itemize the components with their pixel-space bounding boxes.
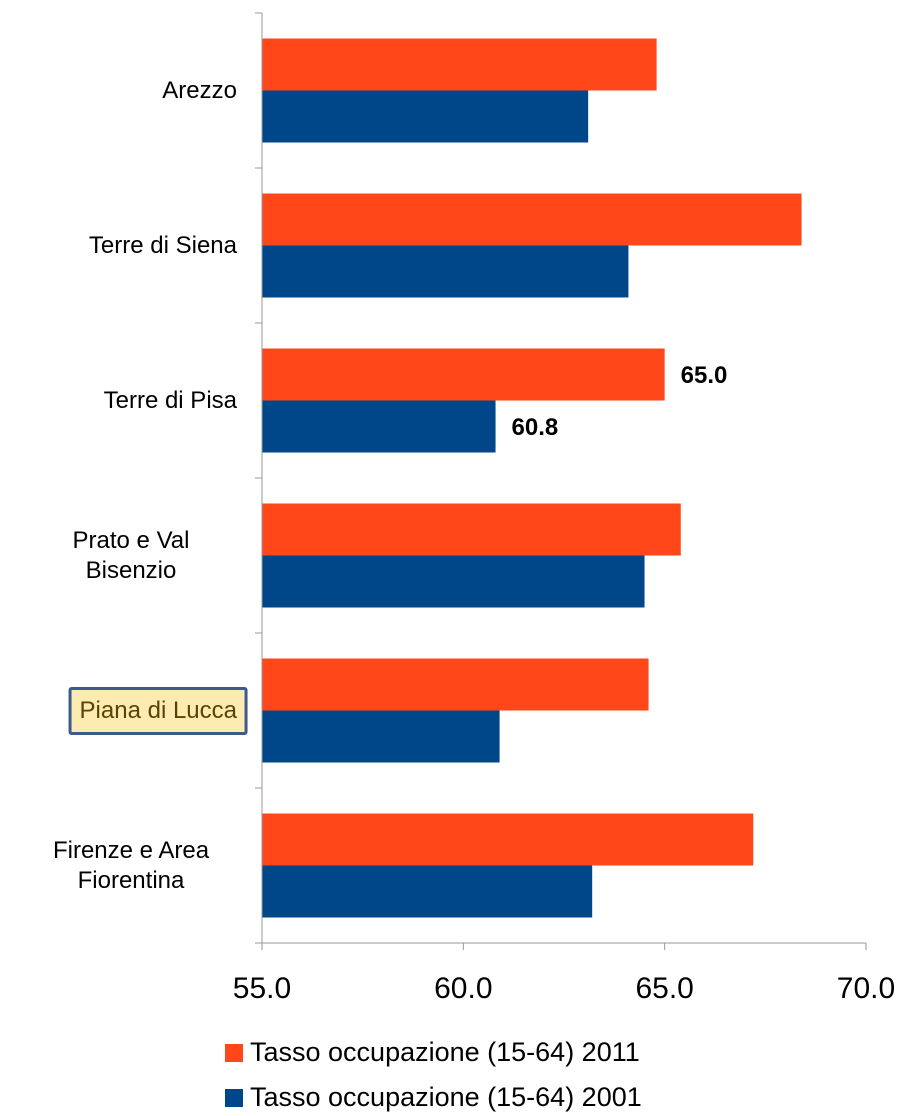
bar — [262, 193, 802, 246]
bar — [262, 348, 665, 401]
x-tick-label: 55.0 — [233, 972, 291, 1005]
data-label: 60.8 — [512, 414, 559, 441]
bar — [262, 555, 645, 608]
bar — [262, 245, 629, 298]
bar — [262, 865, 593, 918]
bar — [262, 503, 681, 556]
bar — [262, 90, 589, 143]
category-label: Firenze e Area Fiorentina — [52, 836, 210, 894]
bar — [262, 38, 657, 91]
category-label: Prato e Val Bisenzio — [72, 526, 190, 584]
bar — [262, 400, 496, 453]
bar — [262, 658, 649, 711]
category-label: Arezzo — [162, 76, 237, 104]
bar — [262, 710, 500, 763]
data-label: 65.0 — [681, 362, 728, 389]
category-label: Terre di Pisa — [103, 386, 237, 414]
highlighted-category-label: Piana di Lucca — [68, 686, 248, 735]
legend-label: Tasso occupazione (15-64) 2001 — [250, 1082, 642, 1112]
bar — [262, 813, 754, 866]
legend-swatch — [225, 1089, 243, 1107]
x-tick-label: 65.0 — [635, 972, 693, 1005]
legend-swatch — [225, 1044, 243, 1062]
x-tick-label: 60.0 — [434, 972, 492, 1005]
category-label: Terre di Siena — [88, 231, 237, 259]
x-tick-label: 70.0 — [837, 972, 895, 1005]
legend-label: Tasso occupazione (15-64) 2011 — [250, 1037, 640, 1067]
